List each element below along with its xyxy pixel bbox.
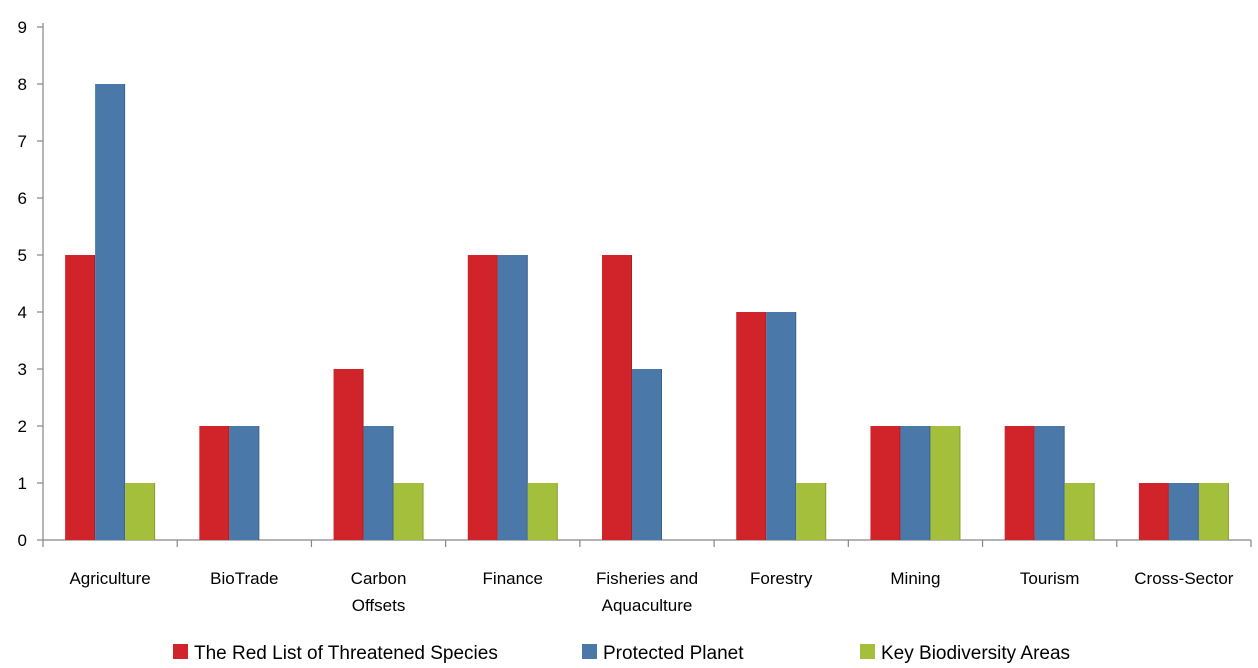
bar — [467, 255, 498, 540]
bar — [1198, 483, 1229, 540]
bar — [1138, 483, 1169, 540]
bar — [736, 312, 767, 540]
bar — [95, 84, 126, 540]
legend-label: The Red List of Threatened Species — [194, 643, 498, 663]
bar — [870, 426, 901, 540]
bar — [393, 483, 424, 540]
x-axis — [42, 539, 1252, 547]
x-category-label: Aquaculture — [602, 596, 693, 615]
legend-swatch — [582, 644, 597, 659]
x-category-label: Agriculture — [69, 569, 150, 588]
bar — [333, 369, 364, 540]
x-category-label: Finance — [483, 569, 543, 588]
x-category-label: Fisheries and — [596, 569, 698, 588]
x-category-label: Carbon — [351, 569, 407, 588]
legend-swatch — [860, 644, 875, 659]
y-tick-label: 6 — [18, 189, 27, 208]
legend-swatch — [173, 644, 188, 659]
bar — [900, 426, 931, 540]
y-tick-label: 8 — [18, 75, 27, 94]
bar — [766, 312, 797, 540]
y-tick-label: 4 — [18, 303, 27, 322]
bar — [796, 483, 827, 540]
y-tick-label: 5 — [18, 246, 27, 265]
x-category-label: Tourism — [1020, 569, 1080, 588]
bar — [930, 426, 961, 540]
bar — [527, 483, 558, 540]
bars — [65, 84, 1229, 540]
y-tick-label: 1 — [18, 474, 27, 493]
bar — [229, 426, 260, 540]
bar — [1168, 483, 1199, 540]
x-category-label: Mining — [890, 569, 940, 588]
y-tick-label: 7 — [18, 132, 27, 151]
y-axis: 0 1 2 3 4 5 6 7 8 9 — [18, 18, 44, 550]
x-category-label: Cross-Sector — [1134, 569, 1234, 588]
y-tick-label: 0 — [18, 531, 27, 550]
bar — [1004, 426, 1035, 540]
legend: The Red List of Threatened Species Protec… — [173, 643, 1070, 664]
x-category-label: Offsets — [352, 596, 406, 615]
bar — [199, 426, 230, 540]
y-tick-label: 2 — [18, 417, 27, 436]
bar — [65, 255, 96, 540]
bar — [632, 369, 662, 540]
legend-label: Protected Planet — [603, 643, 744, 663]
bar — [125, 483, 156, 540]
y-tick-label: 9 — [18, 18, 27, 37]
bar — [602, 255, 632, 540]
category-labels: Agriculture BioTrade Carbon Offsets Finance F… — [69, 569, 1233, 615]
y-tick-label: 3 — [18, 360, 27, 379]
x-category-label: BioTrade — [210, 569, 278, 588]
bar — [497, 255, 528, 540]
legend-label: Key Biodiversity Areas — [881, 643, 1070, 663]
x-category-label: Forestry — [750, 569, 813, 588]
bar — [363, 426, 394, 540]
bar — [1064, 483, 1095, 540]
bar — [1034, 426, 1065, 540]
